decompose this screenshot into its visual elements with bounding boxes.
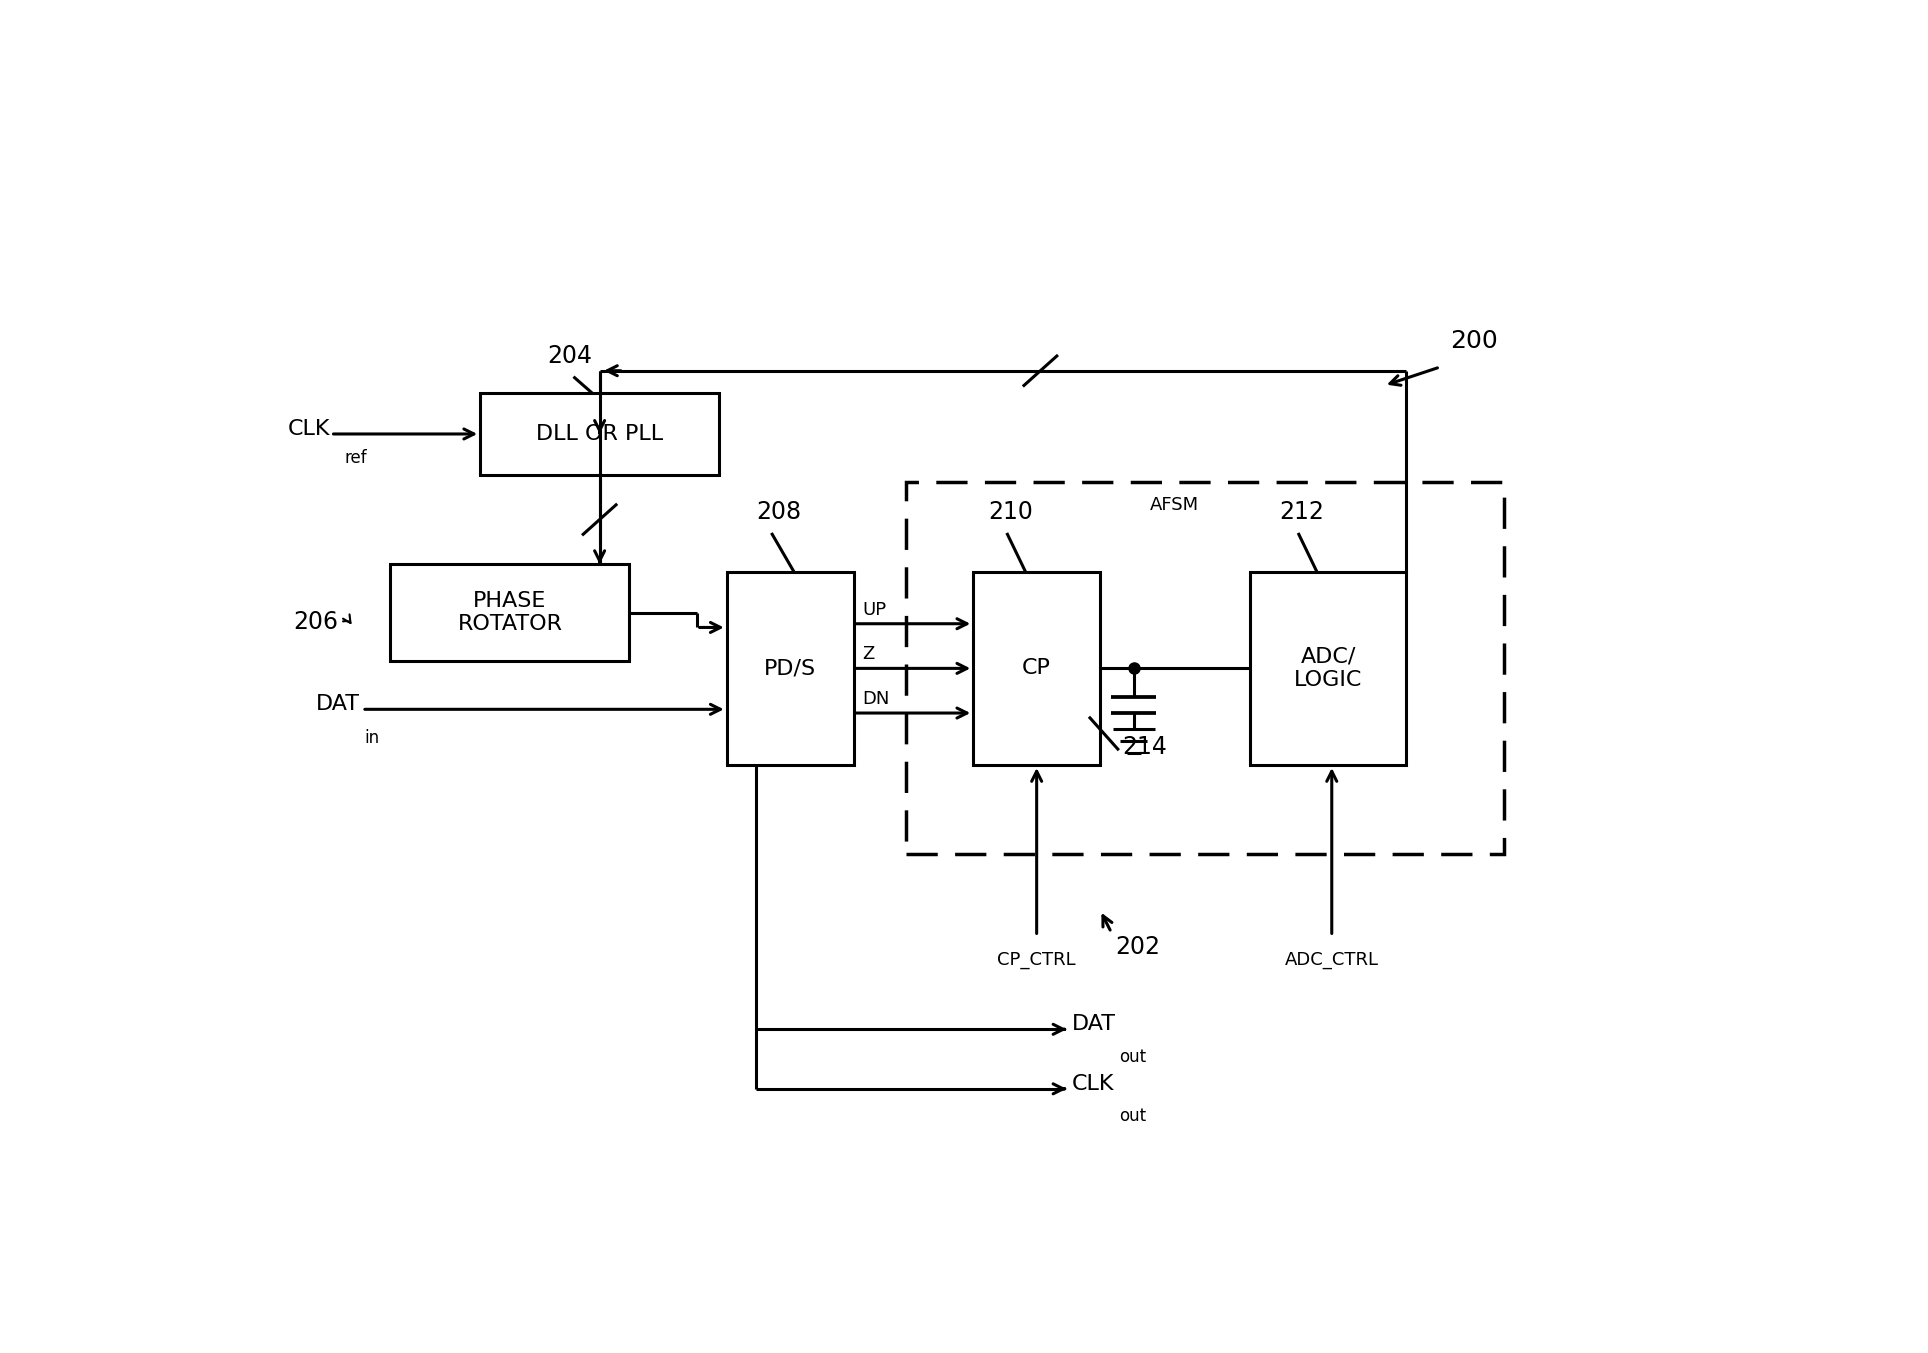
Text: DAT: DAT xyxy=(1072,1015,1116,1034)
Text: CP_CTRL: CP_CTRL xyxy=(997,951,1076,969)
Text: PD/S: PD/S xyxy=(763,659,816,678)
Bar xyxy=(906,482,1504,855)
Bar xyxy=(727,571,854,766)
Bar xyxy=(974,571,1101,766)
Bar xyxy=(480,392,719,475)
Text: 210: 210 xyxy=(987,501,1033,524)
Text: 206: 206 xyxy=(293,610,337,635)
Text: out: out xyxy=(1118,1107,1145,1126)
Text: DAT: DAT xyxy=(316,694,361,714)
Text: 212: 212 xyxy=(1280,501,1325,524)
Text: PHASE
ROTATOR: PHASE ROTATOR xyxy=(457,591,563,635)
Bar xyxy=(1249,571,1407,766)
Text: out: out xyxy=(1118,1047,1145,1066)
Text: DN: DN xyxy=(862,690,891,708)
Text: CLK: CLK xyxy=(287,419,332,438)
Text: CP: CP xyxy=(1022,659,1051,678)
Text: 200: 200 xyxy=(1450,329,1498,353)
Text: 214: 214 xyxy=(1122,735,1168,759)
Text: 202: 202 xyxy=(1114,935,1161,959)
Text: ref: ref xyxy=(343,449,366,467)
Text: 208: 208 xyxy=(756,501,802,524)
Text: AFSM: AFSM xyxy=(1151,495,1199,514)
Text: 204: 204 xyxy=(548,344,592,368)
Text: DLL OR PLL: DLL OR PLL xyxy=(536,423,663,444)
Text: in: in xyxy=(364,728,380,747)
Text: UP: UP xyxy=(862,601,887,618)
Text: ADC_CTRL: ADC_CTRL xyxy=(1284,951,1379,969)
Text: CLK: CLK xyxy=(1072,1074,1114,1093)
Bar xyxy=(389,564,629,660)
Text: Z: Z xyxy=(862,645,875,663)
Text: ADC/
LOGIC: ADC/ LOGIC xyxy=(1294,647,1363,690)
